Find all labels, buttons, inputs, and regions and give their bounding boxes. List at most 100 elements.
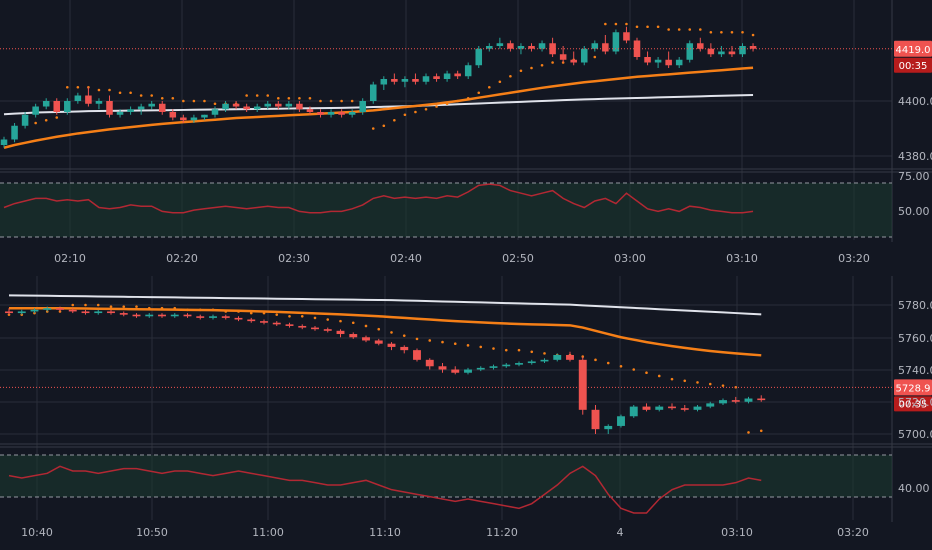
candle-body <box>400 346 409 351</box>
psar-dot <box>670 377 674 381</box>
y-tick-label: 5780.0 <box>898 299 932 312</box>
candle-body <box>538 43 546 49</box>
x-tick-label: 10:40 <box>21 526 53 539</box>
psar-dot <box>118 91 122 95</box>
psar-dot <box>203 99 206 103</box>
psar-dot <box>171 96 175 100</box>
rsi-line <box>8 465 762 514</box>
y-tick-label: 4400.0 <box>898 95 932 108</box>
candle-body <box>401 79 409 82</box>
psar-dot <box>298 96 301 100</box>
psar-dot <box>393 118 396 122</box>
candle-body <box>272 322 281 325</box>
psar-dot <box>699 28 702 31</box>
countdown-label: 00:35 <box>899 61 928 72</box>
psar-dot <box>76 85 80 89</box>
psar-dot <box>619 364 623 368</box>
psar-dot <box>287 96 291 100</box>
rsi-line <box>3 183 754 214</box>
psar-dot <box>147 306 151 310</box>
candle-body <box>654 59 662 63</box>
psar-dot <box>326 318 330 321</box>
psar-dot <box>594 358 597 362</box>
psar-dot <box>540 63 544 67</box>
panel-top <box>0 0 932 242</box>
y-tick-label: 5700.0 <box>898 428 932 441</box>
candle-body <box>749 46 757 49</box>
candle-body <box>336 330 345 335</box>
candle-body <box>655 406 664 410</box>
candle-body <box>296 103 303 110</box>
candle-body <box>21 114 29 126</box>
candle-body <box>253 106 261 110</box>
candle-body <box>298 325 307 328</box>
candle-body <box>359 101 366 112</box>
psar-dot <box>646 25 649 29</box>
candle-body <box>369 84 377 101</box>
candle-body <box>731 400 740 402</box>
psar-dot <box>66 85 69 89</box>
psar-dot <box>741 30 744 34</box>
candle-body <box>338 112 345 115</box>
psar-dot <box>122 305 126 308</box>
candle-body <box>17 311 26 314</box>
candle-body <box>119 313 128 315</box>
candle-body <box>196 316 205 318</box>
psar-dot <box>129 91 132 95</box>
candle-body <box>757 398 766 401</box>
y-tick-label: 5760.0 <box>898 332 932 345</box>
psar-dot <box>498 80 502 84</box>
psar-dot <box>249 311 253 315</box>
psar-dot <box>604 22 607 26</box>
candle-body <box>604 425 613 430</box>
psar-dot <box>519 69 523 73</box>
psar-dot <box>160 96 164 100</box>
candle-body <box>422 76 430 82</box>
psar-dot <box>160 306 164 310</box>
candle-body <box>285 324 294 326</box>
psar-dot <box>509 74 512 78</box>
psar-dot <box>606 361 610 365</box>
candle-body <box>145 314 154 317</box>
candle-body <box>221 316 230 318</box>
candle-body <box>211 109 219 115</box>
candle-body <box>260 321 268 323</box>
psar-dot <box>635 25 639 29</box>
psar-dot <box>277 96 280 100</box>
candle-body <box>74 95 82 101</box>
psar-dot <box>477 91 481 95</box>
candle-body <box>209 316 217 318</box>
candle-body <box>706 403 715 407</box>
psar-dot <box>709 30 713 34</box>
candle-body <box>412 79 419 82</box>
candle-body <box>475 48 483 66</box>
candle-body <box>425 359 434 367</box>
psar-dot <box>109 305 113 308</box>
psar-dot <box>313 316 317 320</box>
candle-body <box>686 43 694 60</box>
psar-dot <box>192 99 196 103</box>
psar-dot <box>339 319 342 323</box>
candle-body <box>11 125 18 140</box>
psar-dot <box>593 55 597 59</box>
ma-slow-line <box>8 294 762 316</box>
psar-dot <box>747 431 750 434</box>
psar-dot <box>288 314 291 318</box>
panel-bottom <box>0 276 932 522</box>
x-tick-label: 03:10 <box>721 526 753 539</box>
candle-body <box>591 409 600 430</box>
countdown-badge <box>894 57 932 73</box>
candle-body <box>602 43 609 52</box>
candle-body <box>222 103 229 110</box>
candle-body <box>540 359 549 362</box>
candle-body <box>323 329 332 331</box>
psar-dot <box>424 107 428 111</box>
ma-fast-line <box>9 306 762 357</box>
candle-body <box>201 114 208 118</box>
candle-body <box>644 57 651 63</box>
psar-dot <box>428 339 432 342</box>
candle-body <box>502 364 511 367</box>
psar-dot <box>255 94 259 97</box>
psar-dot <box>340 99 343 103</box>
psar-dot <box>677 28 681 31</box>
